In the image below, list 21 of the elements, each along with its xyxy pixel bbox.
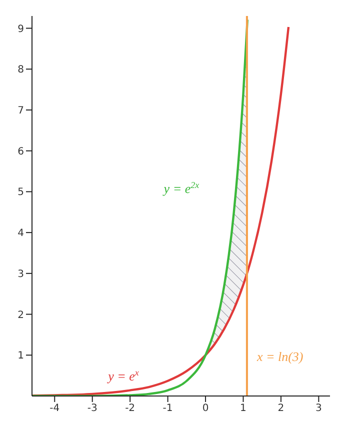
- y-tick-label: 7: [18, 106, 24, 117]
- y-tick-label: 2: [18, 310, 24, 321]
- text: y = e$^{2x}$: [162, 180, 200, 196]
- y-tick-label: 1: [18, 350, 24, 362]
- y-tick-label: 9: [18, 24, 24, 35]
- y-tick-label: 8: [18, 64, 24, 76]
- ref-line-label: x = ln(3): [256, 349, 304, 364]
- x-tick-label: -4: [50, 403, 60, 414]
- y-tick-label: 3: [18, 268, 24, 280]
- x-tick-label: -1: [162, 403, 173, 414]
- x-tick-label: 2: [278, 403, 284, 414]
- x-tick-label: 0: [202, 403, 209, 414]
- y-tick-label: 4: [18, 228, 24, 240]
- x-tick-label: 1: [240, 403, 246, 414]
- x-tick-label: -2: [125, 403, 136, 414]
- line-series: [32, 18, 248, 396]
- y-tick-label: 5: [18, 187, 24, 198]
- x-tick-label: 3: [315, 403, 322, 414]
- series-label: y = e$^{x}$: [106, 367, 139, 384]
- y-tick-label: 6: [18, 146, 24, 158]
- x-tick-label: -3: [87, 403, 98, 414]
